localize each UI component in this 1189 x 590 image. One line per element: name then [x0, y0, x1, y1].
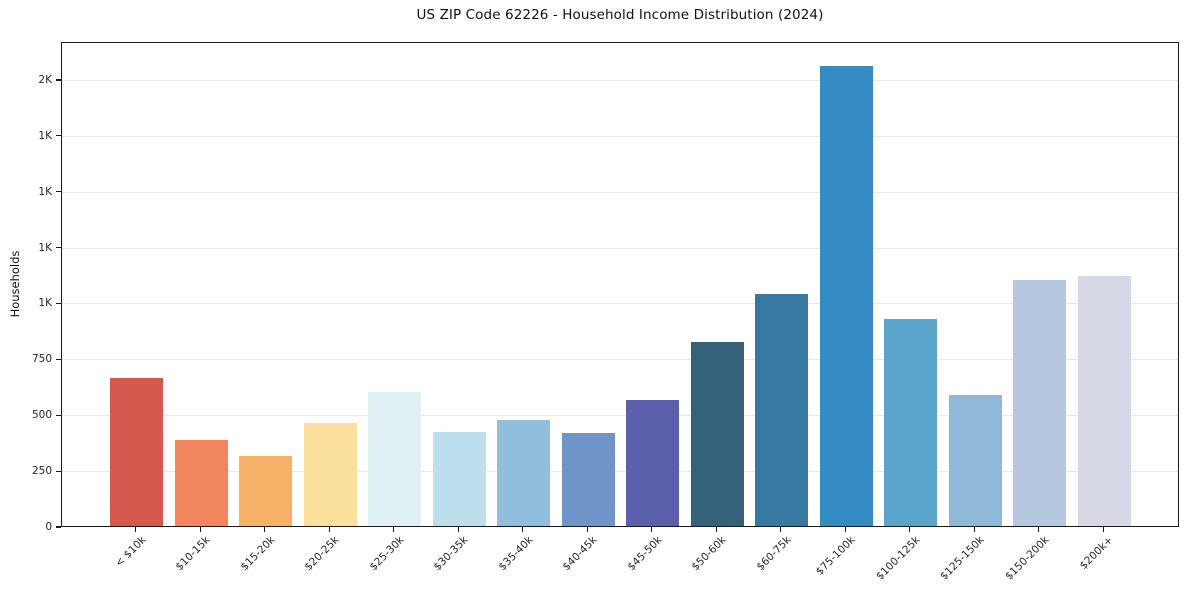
x-tick-mark: [1038, 527, 1040, 532]
gridline: [62, 415, 1178, 417]
y-tick-label: 250: [31, 465, 52, 478]
gridline: [62, 79, 1178, 81]
y-tick-mark: [56, 191, 61, 193]
x-tick-label: $125-150k: [938, 534, 987, 583]
x-tick-mark: [780, 527, 782, 532]
y-tick-mark: [56, 302, 61, 305]
bar: [239, 455, 293, 526]
x-tick-label: $60-75k: [754, 534, 794, 574]
x-tick-label: $50-60k: [689, 534, 729, 574]
bar: [1077, 275, 1131, 526]
y-tick-mark: [56, 79, 61, 81]
y-tick-label: 500: [31, 409, 52, 422]
x-tick-label: $20-25k: [302, 534, 342, 574]
x-tick-label: $200k+: [1077, 534, 1116, 572]
bar: [497, 420, 551, 526]
x-tick-mark: [909, 527, 911, 532]
x-tick-label: < $10k: [112, 534, 149, 570]
x-tick-label: $40-45k: [560, 534, 600, 574]
y-tick-label: 1K: [38, 297, 52, 310]
gridline: [62, 135, 1178, 137]
bar: [690, 341, 744, 526]
x-tick-label: $25-30k: [367, 534, 407, 574]
x-tick-label: $45-50k: [625, 534, 665, 574]
x-tick-label: $35-40k: [496, 534, 536, 574]
y-tick-mark: [56, 358, 61, 360]
x-tick-mark: [199, 527, 201, 532]
x-tick-mark: [651, 527, 653, 532]
y-tick-mark: [56, 135, 61, 137]
gridline: [62, 303, 1178, 305]
bar: [819, 66, 873, 526]
y-tick-mark: [56, 414, 61, 416]
x-tick-mark: [393, 527, 395, 532]
x-tick-label: $75-100k: [813, 534, 858, 578]
y-tick-label: 750: [31, 353, 52, 366]
y-tick-mark: [56, 470, 61, 472]
x-tick-label: $150-200k: [1002, 534, 1052, 583]
x-tick-label: $30-35k: [431, 534, 471, 574]
x-tick-label: $10-15k: [173, 534, 213, 574]
bar: [368, 391, 422, 526]
x-tick-mark: [586, 527, 588, 532]
x-tick-mark: [264, 527, 266, 532]
chart-title: US ZIP Code 62226 - Household Income Dis…: [416, 7, 824, 23]
x-tick-mark: [1102, 527, 1104, 532]
x-tick-label: $15-20k: [238, 534, 278, 574]
x-tick-mark: [973, 527, 975, 532]
gridline: [62, 359, 1178, 361]
y-tick-label: 1K: [38, 129, 52, 142]
y-tick-label: 1K: [38, 185, 52, 198]
x-tick-label: $100-125k: [873, 534, 923, 583]
x-tick-mark: [715, 527, 717, 532]
bar: [1013, 279, 1067, 526]
gridline: [62, 471, 1178, 473]
bar: [303, 422, 357, 526]
bar: [948, 395, 1002, 526]
y-tick-mark: [56, 526, 61, 528]
x-tick-mark: [522, 527, 524, 532]
y-tick-label: 1K: [38, 241, 52, 254]
x-tick-mark: [844, 527, 846, 532]
y-tick-label: 0: [45, 521, 52, 533]
bar: [626, 400, 680, 526]
x-tick-mark: [135, 527, 137, 532]
x-tick-mark: [328, 527, 330, 532]
y-tick-mark: [56, 247, 61, 249]
plot-area: [61, 42, 1179, 527]
bar: [561, 433, 615, 526]
bar: [110, 378, 164, 526]
bar: [884, 319, 938, 526]
gridline: [62, 247, 1178, 249]
bar: [432, 432, 486, 526]
gridline: [62, 191, 1178, 193]
y-tick-label: 2K: [38, 73, 52, 86]
x-tick-mark: [457, 527, 459, 532]
bar: [755, 294, 809, 526]
bar: [174, 439, 228, 526]
